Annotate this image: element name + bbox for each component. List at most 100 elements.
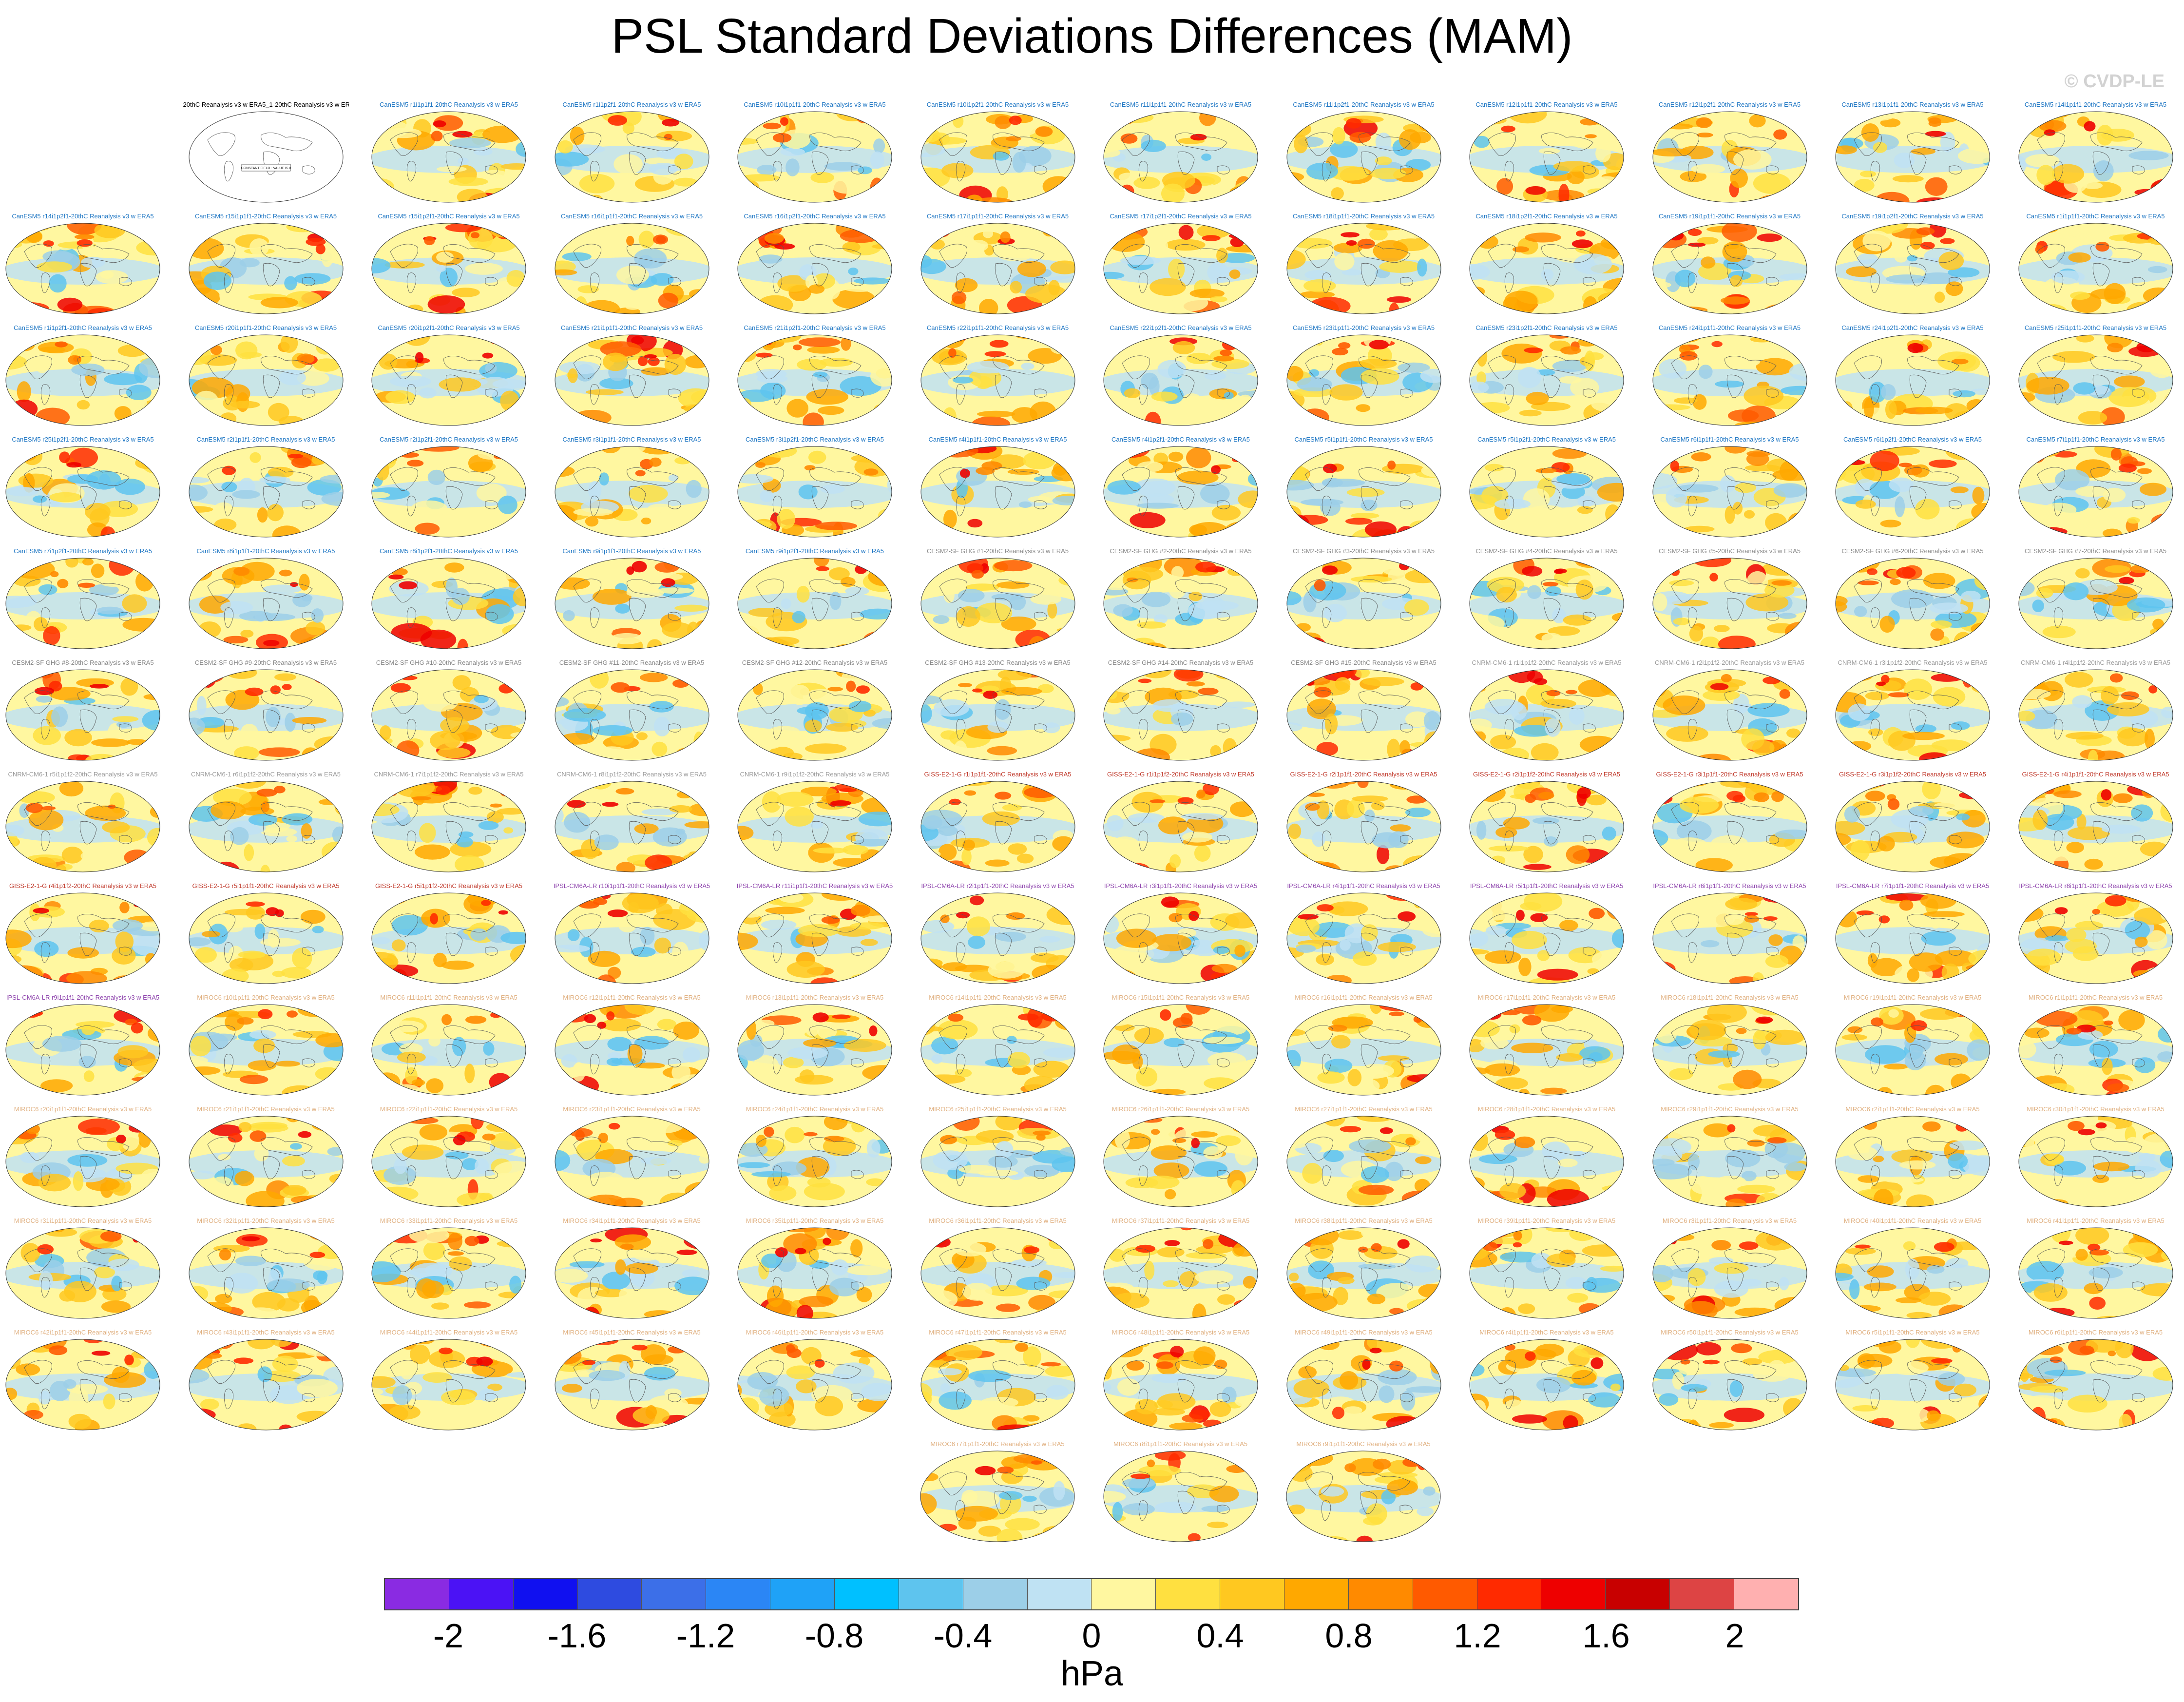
map-panel: GISS-E2-1-G r2i1p1f2-20thC Reanalysis v3… bbox=[1464, 770, 1629, 879]
global-map bbox=[737, 446, 892, 538]
map-panel: CESM2-SF GHG #11-20thC Reanalysis v3 w E… bbox=[549, 658, 715, 768]
global-map bbox=[920, 1116, 1075, 1207]
global-map bbox=[555, 111, 709, 203]
panel-label: MIROC6 r50i1p1f1-20thC Reanalysis v3 w E… bbox=[1661, 1329, 1799, 1336]
global-map: CONSTANT FIELD - VALUE IS 0 bbox=[189, 111, 343, 203]
global-map bbox=[920, 781, 1075, 872]
panel-label: CanESM5 r22i1p1f1-20thC Reanalysis v3 w … bbox=[926, 324, 1069, 331]
global-map bbox=[555, 223, 709, 314]
global-map bbox=[1286, 1339, 1441, 1431]
global-map bbox=[371, 669, 526, 761]
panel-label: CanESM5 r3i1p2f1-20thC Reanalysis v3 w E… bbox=[746, 436, 884, 443]
map-panel: IPSL-CM6A-LR r10i1p1f1-20thC Reanalysis … bbox=[549, 881, 715, 991]
map-panel: CanESM5 r2i1p2f1-20thC Reanalysis v3 w E… bbox=[366, 435, 532, 544]
global-map bbox=[371, 1116, 526, 1207]
map-panel: CanESM5 r24i1p1f1-20thC Reanalysis v3 w … bbox=[1647, 323, 1813, 433]
panel-label: IPSL-CM6A-LR r10i1p1f1-20thC Reanalysis … bbox=[553, 882, 710, 890]
panel-label: CNRM-CM6-1 r6i1p1f2-20thC Reanalysis v3 … bbox=[191, 771, 341, 778]
global-map bbox=[1652, 446, 1807, 538]
map-panel: MIROC6 r11i1p1f1-20thC Reanalysis v3 w E… bbox=[366, 993, 532, 1102]
panel-label: CanESM5 r11i1p2f1-20thC Reanalysis v3 w … bbox=[1293, 101, 1435, 108]
map-panel: CESM2-SF GHG #1-20thC Reanalysis v3 w ER… bbox=[915, 546, 1081, 656]
map-panel: CanESM5 r14i1p2f1-20thC Reanalysis v3 w … bbox=[0, 212, 166, 321]
global-map bbox=[1286, 223, 1441, 314]
global-map bbox=[371, 558, 526, 649]
panel-label: CanESM5 r9i1p1f1-20thC Reanalysis v3 w E… bbox=[562, 547, 701, 555]
colorbar-box bbox=[1670, 1579, 1735, 1609]
global-map bbox=[1103, 446, 1258, 538]
global-map bbox=[1286, 446, 1441, 538]
map-panel: CanESM5 r19i1p2f1-20thC Reanalysis v3 w … bbox=[1830, 212, 1995, 321]
map-panel: CanESM5 r14i1p1f1-20thC Reanalysis v3 w … bbox=[2013, 100, 2179, 210]
panel-label: CanESM5 r24i1p1f1-20thC Reanalysis v3 w … bbox=[1658, 324, 1801, 331]
panel-label: CanESM5 r13i1p1f1-20thC Reanalysis v3 w … bbox=[1841, 101, 1984, 108]
map-panel: CanESM5 r1i1p2f1-20thC Reanalysis v3 w E… bbox=[549, 100, 715, 210]
map-panel: CanESM5 r18i1p2f1-20thC Reanalysis v3 w … bbox=[1464, 212, 1629, 321]
global-map bbox=[555, 781, 709, 872]
global-map bbox=[737, 334, 892, 426]
map-panel: MIROC6 r21i1p1f1-20thC Reanalysis v3 w E… bbox=[183, 1104, 349, 1214]
page-title: PSL Standard Deviations Differences (MAM… bbox=[611, 9, 1573, 63]
colorbar-box bbox=[385, 1579, 449, 1609]
global-map bbox=[5, 781, 160, 872]
global-map bbox=[371, 111, 526, 203]
panel-label: CanESM5 r1i1p1f1-20thC Reanalysis v3 w E… bbox=[380, 101, 518, 108]
map-panel: CESM2-SF GHG #8-20thC Reanalysis v3 w ER… bbox=[0, 658, 166, 768]
map-panel: GISS-E2-1-G r4i1p1f1-20thC Reanalysis v3… bbox=[2013, 770, 2179, 879]
panel-label: MIROC6 r37i1p1f1-20thC Reanalysis v3 w E… bbox=[1111, 1217, 1250, 1224]
colorbar-box bbox=[1220, 1579, 1285, 1609]
panel-label: CanESM5 r25i1p1f1-20thC Reanalysis v3 w … bbox=[2024, 324, 2167, 331]
panel-label: MIROC6 r39i1p1f1-20thC Reanalysis v3 w E… bbox=[1477, 1217, 1616, 1224]
panel-label: MIROC6 r27i1p1f1-20thC Reanalysis v3 w E… bbox=[1295, 1105, 1433, 1113]
global-map bbox=[5, 223, 160, 314]
global-map bbox=[1652, 111, 1807, 203]
panel-label: CanESM5 r16i1p2f1-20thC Reanalysis v3 w … bbox=[744, 213, 886, 220]
panel-label: GISS-E2-1-G r1i1p1f2-20thC Reanalysis v3… bbox=[1107, 771, 1254, 778]
colorbar-tick-label: 0.4 bbox=[1196, 1617, 1244, 1655]
panel-label: CanESM5 r22i1p2f1-20thC Reanalysis v3 w … bbox=[1110, 324, 1252, 331]
global-map bbox=[1286, 892, 1441, 984]
global-map bbox=[1469, 223, 1624, 314]
map-panel: MIROC6 r42i1p1f1-20thC Reanalysis v3 w E… bbox=[0, 1328, 166, 1437]
panel-label: CanESM5 r1i1p1f1-20thC Reanalysis v3 w E… bbox=[2026, 213, 2165, 220]
colorbar-box bbox=[835, 1579, 899, 1609]
map-panel: CanESM5 r22i1p1f1-20thC Reanalysis v3 w … bbox=[915, 323, 1081, 433]
map-panel: CESM2-SF GHG #10-20thC Reanalysis v3 w E… bbox=[366, 658, 532, 768]
map-panel: GISS-E2-1-G r1i1p1f1-20thC Reanalysis v3… bbox=[915, 770, 1081, 879]
global-map bbox=[1835, 892, 1990, 984]
global-map bbox=[1103, 1451, 1258, 1542]
panel-label: CanESM5 r18i1p2f1-20thC Reanalysis v3 w … bbox=[1475, 213, 1618, 220]
panel-label: MIROC6 r8i1p1f1-20thC Reanalysis v3 w ER… bbox=[1113, 1440, 1248, 1448]
global-map bbox=[1103, 1004, 1258, 1096]
map-panel: CanESM5 r1i1p1f1-20thC Reanalysis v3 w E… bbox=[2013, 212, 2179, 321]
map-panel: CNRM-CM6-1 r4i1p1f2-20thC Reanalysis v3 … bbox=[2013, 658, 2179, 768]
panel-label: MIROC6 r32i1p1f1-20thC Reanalysis v3 w E… bbox=[197, 1217, 335, 1224]
panel-label: CESM2-SF GHG #2-20thC Reanalysis v3 w ER… bbox=[1110, 547, 1252, 555]
global-map bbox=[1286, 781, 1441, 872]
global-map bbox=[2018, 446, 2173, 538]
panel-label: CanESM5 r16i1p1f1-20thC Reanalysis v3 w … bbox=[560, 213, 703, 220]
panel-label: CESM2-SF GHG #13-20thC Reanalysis v3 w E… bbox=[925, 659, 1071, 666]
map-panel: MIROC6 r24i1p1f1-20thC Reanalysis v3 w E… bbox=[732, 1104, 898, 1214]
map-panel: IPSL-CM6A-LR r9i1p1f1-20thC Reanalysis v… bbox=[0, 993, 166, 1102]
global-map bbox=[1286, 558, 1441, 649]
panel-label: CanESM5 r21i1p1f1-20thC Reanalysis v3 w … bbox=[560, 324, 703, 331]
panel-label: CanESM5 r25i1p2f1-20thC Reanalysis v3 w … bbox=[12, 436, 154, 443]
colorbar-box bbox=[1284, 1579, 1349, 1609]
global-map bbox=[920, 334, 1075, 426]
map-panel: MIROC6 r39i1p1f1-20thC Reanalysis v3 w E… bbox=[1464, 1216, 1629, 1326]
global-map bbox=[1103, 781, 1258, 872]
map-panel: MIROC6 r5i1p1f1-20thC Reanalysis v3 w ER… bbox=[1830, 1328, 1995, 1437]
map-panel: 20thC Reanalysis v3 w ERA5_1-20thC Reana… bbox=[183, 100, 349, 210]
panel-label: MIROC6 r13i1p1f1-20thC Reanalysis v3 w E… bbox=[746, 994, 884, 1001]
map-panel: CanESM5 r12i1p2f1-20thC Reanalysis v3 w … bbox=[1647, 100, 1813, 210]
panel-label: CESM2-SF GHG #9-20thC Reanalysis v3 w ER… bbox=[194, 659, 337, 666]
panel-label: CESM2-SF GHG #6-20thC Reanalysis v3 w ER… bbox=[1841, 547, 1984, 555]
global-map bbox=[1835, 446, 1990, 538]
panel-label: MIROC6 r41i1p1f1-20thC Reanalysis v3 w E… bbox=[2027, 1217, 2165, 1224]
panel-label: MIROC6 r11i1p1f1-20thC Reanalysis v3 w E… bbox=[380, 994, 517, 1001]
global-map bbox=[1835, 334, 1990, 426]
global-map bbox=[1469, 334, 1624, 426]
global-map bbox=[1835, 223, 1990, 314]
panel-label: MIROC6 r25i1p1f1-20thC Reanalysis v3 w E… bbox=[929, 1105, 1067, 1113]
